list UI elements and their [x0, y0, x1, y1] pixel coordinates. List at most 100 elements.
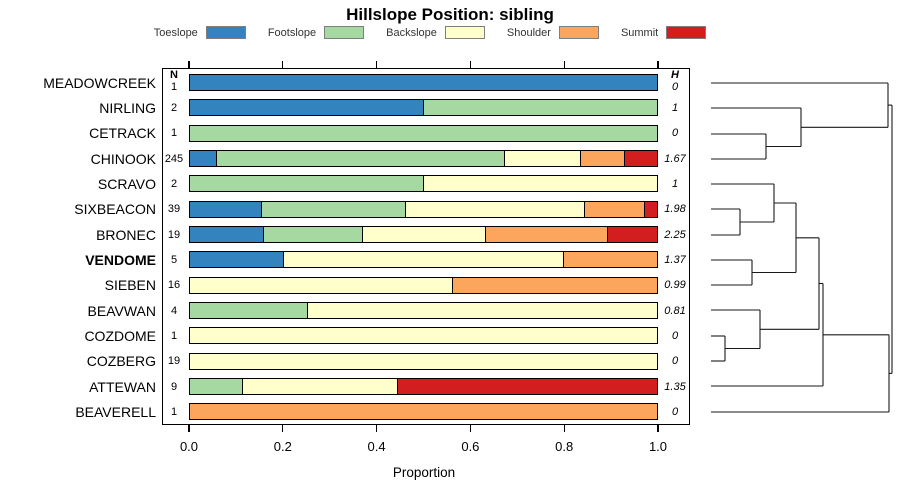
- axis-tick-label: 0.6: [461, 439, 480, 454]
- bar-segment-backslope: [190, 353, 657, 369]
- n-value: 39: [167, 203, 181, 216]
- n-column-header: N: [170, 69, 178, 81]
- bar-row: [189, 403, 658, 421]
- h-value: 0.99: [664, 279, 686, 292]
- axis-tick-bottom: [188, 425, 190, 432]
- category-label: BRONEC: [96, 226, 156, 243]
- bar-row: [189, 276, 658, 294]
- legend-item-summit: Summit: [620, 26, 707, 39]
- axis-tick-top: [469, 61, 471, 68]
- bar-segment-footslope: [190, 125, 657, 141]
- legend-label: Shoulder: [506, 26, 551, 39]
- bar-segment-backslope: [423, 176, 657, 192]
- category-label: VENDOME: [85, 251, 156, 268]
- h-value: 0: [671, 329, 679, 342]
- bar-row: [189, 99, 658, 117]
- bar-segment-footslope: [263, 227, 362, 243]
- bar-segment-summit: [623, 151, 657, 167]
- legend-label: Summit: [620, 26, 659, 39]
- axis-tick-bottom: [657, 425, 659, 432]
- axis-tick-bottom: [376, 425, 378, 432]
- bar-segment-backslope: [190, 328, 657, 344]
- legend-label: Footslope: [267, 26, 317, 39]
- chart-title: Hillslope Position: sibling: [346, 5, 554, 24]
- axis-tick-bottom: [563, 425, 565, 432]
- axis-tick-bottom: [282, 425, 284, 432]
- legend-swatch-shoulder-icon: [558, 26, 599, 39]
- n-value: 5: [170, 253, 178, 266]
- axis-tick-bottom: [469, 425, 471, 432]
- n-value: 16: [167, 279, 181, 292]
- n-value: 1: [170, 81, 178, 93]
- legend: Toeslope Footslope Backslope Shoulder Summit: [0, 26, 860, 39]
- bar-segment-toeslope: [190, 100, 423, 116]
- x-axis-title: Proportion: [392, 465, 456, 480]
- n-value: 2: [170, 101, 178, 114]
- axis-tick-label: 0.2: [273, 439, 292, 454]
- category-label: NIRLING: [99, 99, 156, 116]
- h-value: 0: [671, 405, 679, 418]
- bar-segment-shoulder: [583, 201, 644, 217]
- legend-item-backslope: Backslope: [386, 26, 485, 39]
- n-value: 245: [164, 152, 184, 165]
- n-value: 9: [170, 380, 178, 393]
- bar-segment-backslope: [361, 227, 485, 243]
- axis-tick-top: [563, 61, 565, 68]
- bar-segment-shoulder: [190, 404, 657, 420]
- axis-tick-label: 0.0: [179, 439, 199, 454]
- category-label: SIEBEN: [104, 277, 156, 294]
- h-value: 0: [671, 127, 679, 140]
- bar-row: [189, 302, 658, 320]
- bar-segment-footslope: [216, 151, 504, 167]
- axis-tick-top: [376, 61, 378, 68]
- bar-segment-summit: [607, 227, 657, 243]
- legend-swatch-summit-icon: [666, 26, 707, 39]
- h-value: 2.25: [664, 228, 686, 241]
- h-column-header: H: [671, 69, 679, 81]
- bar-segment-footslope: [261, 201, 405, 217]
- n-value: 4: [170, 304, 178, 317]
- bar-row: [189, 251, 658, 269]
- category-label: SIXBEACON: [74, 201, 156, 218]
- n-value: 1: [170, 405, 178, 418]
- n-value: 19: [167, 228, 181, 241]
- category-label: ATTEWAN: [89, 378, 156, 395]
- h-value: 1.35: [664, 380, 686, 393]
- bar-segment-backslope: [241, 379, 398, 395]
- axis-tick-top: [282, 61, 284, 68]
- bar-segment-summit: [643, 201, 658, 217]
- bar-row: [189, 327, 658, 345]
- bar-row: [189, 124, 658, 142]
- n-value: 2: [170, 177, 178, 190]
- plot-area: [162, 68, 690, 425]
- bar-row: [189, 175, 658, 193]
- bar-segment-toeslope: [190, 227, 264, 243]
- h-value: 1.37: [664, 253, 686, 266]
- legend-item-footslope: Footslope: [267, 26, 365, 39]
- h-value: 0.81: [664, 304, 686, 317]
- category-label: COZBERG: [86, 353, 156, 370]
- legend-label: Backslope: [386, 26, 437, 39]
- bar-segment-backslope: [306, 303, 657, 319]
- bar-segment-footslope: [190, 379, 242, 395]
- h-value: 1: [671, 101, 679, 114]
- axis-tick-label: 0.4: [367, 439, 386, 454]
- legend-swatch-footslope-icon: [324, 26, 365, 39]
- legend-swatch-backslope-icon: [444, 26, 485, 39]
- category-label: COZDOME: [84, 327, 156, 344]
- n-value: 1: [170, 329, 178, 342]
- h-value: 1: [671, 177, 679, 190]
- bar-segment-footslope: [190, 176, 423, 192]
- category-label: SCRAVO: [97, 175, 156, 192]
- bar-segment-shoulder: [484, 227, 608, 243]
- bar-segment-footslope: [190, 303, 307, 319]
- bar-segment-toeslope: [190, 151, 217, 167]
- bar-row: [189, 378, 658, 396]
- h-value: 0: [671, 81, 679, 93]
- bar-segment-backslope: [503, 151, 580, 167]
- axis-tick-top: [657, 61, 659, 68]
- bar-segment-shoulder: [452, 277, 657, 293]
- legend-item-shoulder: Shoulder: [507, 26, 599, 39]
- bar-segment-backslope: [283, 252, 563, 268]
